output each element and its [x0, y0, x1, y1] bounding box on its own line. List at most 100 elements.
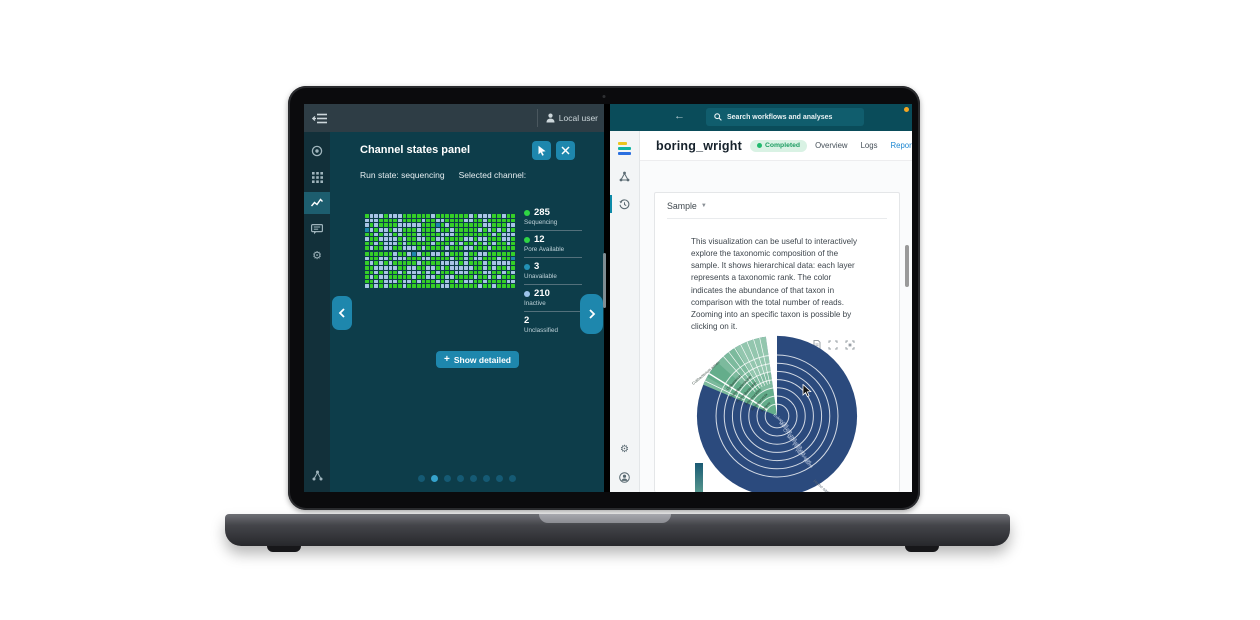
close-panel-button[interactable]	[556, 141, 575, 160]
pagination-dot[interactable]	[457, 475, 464, 482]
tab-report[interactable]: Report	[890, 141, 912, 150]
stat-value: 12	[534, 234, 545, 245]
panel-pagination[interactable]	[330, 475, 604, 482]
tab-logs[interactable]: Logs	[860, 141, 878, 150]
account-icon	[619, 471, 630, 483]
sidebar-logo[interactable]	[610, 139, 639, 157]
laptop-foot	[267, 546, 301, 552]
sidebar-item-settings[interactable]: ⚙	[304, 244, 330, 266]
stat-value: 210	[534, 288, 550, 299]
selected-channel-label: Selected channel:	[458, 170, 527, 180]
chevron-down-icon: ▼	[700, 203, 707, 209]
epi2me-app-window: ← Search workflows and analyses	[610, 104, 912, 492]
pagination-dot[interactable]	[496, 475, 503, 482]
epi2me-logo-icon	[618, 141, 631, 155]
stat-label: Unclassified	[524, 327, 558, 334]
sidebar-item-activity[interactable]	[304, 192, 330, 214]
svg-text:Homo: Homo	[802, 458, 814, 469]
sidebar-item-settings[interactable]: ⚙	[610, 440, 639, 458]
channel-stat-item: 210 Inactive	[524, 285, 582, 312]
sidebar-item-record[interactable]	[304, 140, 330, 162]
channel-states-panel: Channel states panel Run state: sequenci…	[330, 132, 604, 492]
minknow-app-window: Local user ⚙ Channel states panel Run st…	[304, 104, 604, 492]
grid-icon	[311, 171, 323, 183]
pagination-dot[interactable]	[509, 475, 516, 482]
gear-icon: ⚙	[312, 249, 322, 262]
sidebar-item-history[interactable]	[610, 195, 639, 213]
sidebar-item-account[interactable]	[610, 468, 639, 486]
stat-value: 2	[524, 315, 530, 326]
fullscreen-icon[interactable]	[845, 340, 855, 350]
laptop-foot	[905, 546, 939, 552]
mouse-cursor	[802, 384, 814, 398]
zoom-select-icon[interactable]	[828, 340, 838, 350]
stat-dot-icon	[524, 263, 530, 270]
menu-toggle-icon[interactable]	[312, 113, 327, 124]
sample-selector-label: Sample	[667, 201, 697, 211]
right-app-main: boring_wright Completed Overview Logs Repo…	[640, 131, 912, 492]
plus-icon: +	[444, 354, 450, 365]
channel-stat-item: 2 Unclassified	[524, 312, 582, 338]
notification-dot	[904, 107, 909, 112]
local-user-button[interactable]: Local user	[536, 109, 598, 127]
status-dot-icon	[756, 143, 762, 148]
status-label: Completed	[764, 142, 801, 149]
pagination-dot[interactable]	[418, 475, 425, 482]
left-app-scrollbar[interactable]	[603, 253, 606, 308]
panel-title: Channel states panel	[360, 144, 471, 156]
show-detailed-label: Show detailed	[453, 354, 511, 365]
sidebar-item-workflow[interactable]	[304, 464, 330, 486]
analysis-tabs: OverviewLogsReportViewer	[815, 141, 912, 150]
pagination-dot[interactable]	[444, 475, 451, 482]
analysis-title: boring_wright	[656, 138, 742, 153]
right-app-sidebar: ⚙	[610, 131, 640, 492]
pagination-dot[interactable]	[431, 475, 438, 482]
next-panel-button[interactable]	[580, 294, 603, 334]
network-nodes-icon	[312, 470, 323, 481]
sample-selector[interactable]: Sample ▼	[655, 193, 899, 218]
sidebar-item-workflows[interactable]	[610, 167, 639, 185]
record-icon	[311, 145, 323, 157]
show-detailed-button[interactable]: + Show detailed	[436, 351, 519, 368]
stat-label: Pore Available	[524, 246, 565, 253]
cursor-arrow-icon	[537, 145, 547, 156]
abundance-gradient-legend	[695, 463, 703, 492]
analysis-header: boring_wright Completed Overview Logs Repo…	[640, 131, 912, 161]
search-input[interactable]: Search workflows and analyses	[706, 108, 864, 126]
right-app-body: ⚙ boring_wright Completed Overview Logs Re…	[610, 131, 912, 492]
user-icon	[546, 113, 555, 123]
back-button[interactable]: ←	[674, 110, 685, 122]
svg-text:Bacteria: Bacteria	[760, 401, 771, 413]
run-state-row: Run state: sequencing Selected channel:	[360, 170, 526, 180]
stat-dot-icon	[524, 290, 530, 297]
report-card: Sample ▼ This visualization can be usefu…	[654, 192, 900, 492]
pointer-mode-button[interactable]	[532, 141, 551, 160]
stat-value: 3	[534, 261, 540, 272]
stat-dot-icon	[524, 236, 530, 243]
sidebar-item-devices[interactable]	[304, 166, 330, 188]
status-badge: Completed	[749, 139, 808, 152]
channel-stat-item: 3 Unavailable	[524, 258, 582, 285]
channel-stat-item: 285 Sequencing	[524, 204, 582, 231]
channel-grid-block[interactable]	[365, 252, 515, 288]
left-app-topbar: Local user	[304, 104, 604, 132]
stat-label: Inactive	[524, 300, 546, 307]
chevron-right-icon	[588, 309, 596, 319]
tab-overview[interactable]: Overview	[815, 141, 848, 150]
search-icon	[714, 113, 722, 121]
run-state-label: Run state: sequencing	[360, 170, 445, 180]
pagination-dot[interactable]	[483, 475, 490, 482]
channel-grid-block[interactable]	[365, 214, 515, 250]
local-user-label: Local user	[558, 113, 598, 123]
activity-chart-icon	[311, 198, 323, 208]
divider	[667, 218, 887, 219]
right-app-scrollbar[interactable]	[905, 245, 909, 287]
taxonomy-sunburst-chart[interactable]: EukaryotaMetazoaChordataMammaliaPrimates…	[686, 325, 868, 492]
right-app-topbar: ← Search workflows and analyses	[610, 104, 912, 131]
stat-label: Unavailable	[524, 273, 557, 280]
sidebar-item-messages[interactable]	[304, 218, 330, 240]
prev-panel-button[interactable]	[332, 296, 352, 330]
chat-icon	[311, 223, 323, 235]
pagination-dot[interactable]	[470, 475, 477, 482]
